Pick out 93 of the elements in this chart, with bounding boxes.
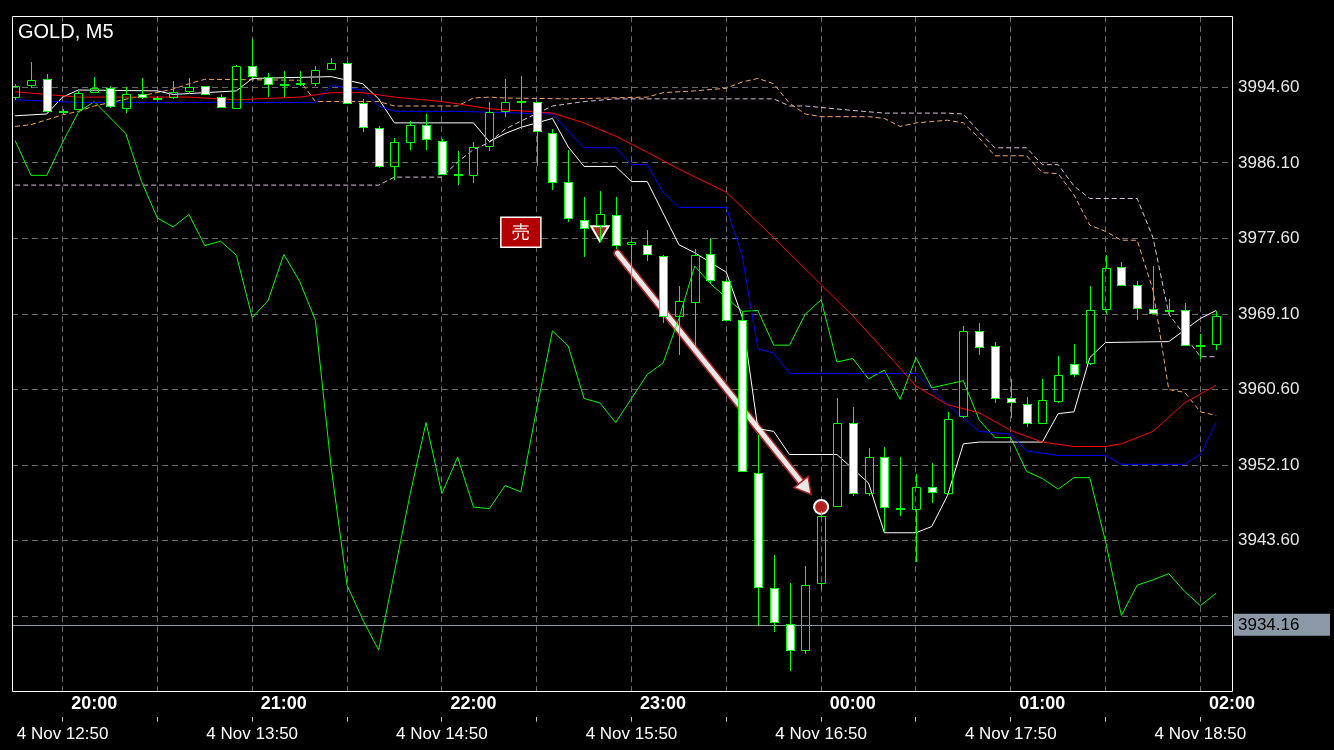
candlestick (1007, 378, 1016, 419)
y-tick-label: 3960.60 (1238, 379, 1300, 399)
candlestick (406, 120, 415, 151)
candlestick (754, 434, 763, 627)
candlestick (517, 75, 526, 130)
x2-tick-label: 23:00 (640, 692, 687, 713)
x-tick-label: 4 Nov 17:50 (964, 724, 1057, 744)
candlestick (975, 322, 984, 356)
candlestick (801, 565, 810, 655)
candlestick (153, 95, 162, 100)
candlestick (817, 510, 826, 591)
candlestick (786, 582, 795, 672)
x2-tick-label: 01:00 (1019, 692, 1066, 713)
candlestick (1117, 261, 1126, 286)
candlestick (627, 242, 636, 291)
candlestick (1133, 280, 1142, 321)
x2-tick-label: 22:00 (450, 692, 497, 713)
candlestick (738, 311, 747, 472)
candlestick (438, 138, 447, 175)
candlestick (280, 70, 289, 98)
candlestick (327, 57, 336, 70)
x2-tick-label: 00:00 (829, 692, 876, 713)
candlestick (596, 190, 605, 243)
candlestick (659, 256, 668, 324)
candlestick (833, 397, 842, 507)
candlestick (27, 61, 36, 89)
candlestick (912, 473, 921, 563)
y-tick-label: 3943.60 (1238, 530, 1300, 550)
candlestick (59, 108, 68, 116)
candlestick (770, 554, 779, 633)
candlestick (1054, 355, 1063, 402)
x-tick-label: 4 Nov 12:50 (16, 724, 109, 744)
x2-tick-label: 02:00 (1208, 692, 1256, 713)
candlestick (1102, 254, 1111, 315)
candlestick (1086, 285, 1095, 364)
x-tick-label: 4 Nov 15:50 (585, 724, 678, 744)
candlestick (1038, 378, 1047, 424)
candlestick (896, 456, 905, 517)
candlestick (691, 248, 700, 347)
y-tick-label: 3969.10 (1238, 303, 1300, 323)
x-tick-label: 4 Nov 13:50 (206, 724, 299, 744)
candlestick (1181, 302, 1190, 346)
x2-tick-label: 20:00 (71, 692, 118, 713)
candlestick (944, 411, 953, 494)
candlestick (422, 113, 431, 151)
candlestick (548, 128, 557, 191)
candlestick (928, 462, 937, 504)
candlestick (706, 237, 715, 285)
x-tick-label: 4 Nov 16:50 (775, 724, 867, 744)
candlestick (12, 83, 20, 101)
candlestick (232, 66, 241, 109)
candlestick (1212, 310, 1221, 351)
candlestick (675, 285, 684, 356)
candlestick (169, 80, 178, 98)
ref-line-label: 3934.16 (1238, 615, 1300, 635)
candlestick (122, 86, 131, 114)
candlestick (865, 447, 874, 497)
candlestick (643, 229, 652, 262)
candlestick (1149, 265, 1158, 314)
candlestick (296, 70, 305, 85)
candlestick (485, 101, 494, 152)
candlestick (959, 325, 968, 417)
candlestick (359, 98, 368, 133)
x2-tick-label: 21:00 (260, 692, 307, 713)
candlestick (454, 150, 463, 186)
chart-title: GOLD, M5 (18, 19, 114, 42)
candlestick (201, 86, 210, 95)
candlestick (1165, 298, 1174, 317)
candlestick (849, 406, 858, 497)
candlestick (185, 77, 194, 95)
candlestick (501, 78, 510, 118)
candlestick (612, 196, 621, 250)
candlestick (390, 137, 399, 181)
candlestick (991, 341, 1000, 404)
candlestick (217, 93, 226, 108)
y-tick-label: 3977.60 (1238, 228, 1300, 248)
candlestick (1196, 333, 1205, 360)
candlestick (375, 125, 384, 167)
candlestick (106, 85, 115, 107)
candlestick (1023, 396, 1032, 428)
candlestick (533, 102, 542, 167)
x-tick-label: 4 Nov 18:50 (1154, 724, 1247, 744)
candlestick (722, 278, 731, 321)
annotation: 売 (511, 220, 530, 242)
y-tick-label: 3952.10 (1238, 454, 1300, 474)
candlestick (564, 149, 573, 223)
y-tick-label: 3994.60 (1238, 77, 1300, 97)
y-tick-label: 3986.10 (1238, 152, 1300, 172)
candlestick (469, 141, 478, 184)
x-tick-label: 4 Nov 14:50 (396, 724, 488, 744)
candlestick (311, 65, 320, 87)
candlestick (90, 76, 99, 93)
candlestick (1070, 343, 1079, 378)
